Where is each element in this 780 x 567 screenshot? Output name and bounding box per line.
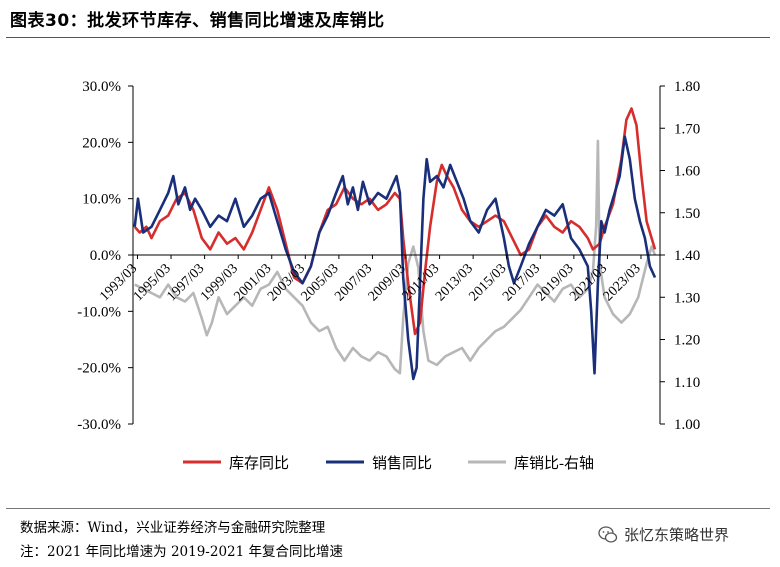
right-tick-label: 1.50 xyxy=(674,206,700,222)
wechat-icon xyxy=(598,525,618,543)
data-source: 数据来源：Wind，兴业证券经济与金融研究院整理 xyxy=(20,520,326,536)
left-tick-label: -10.0% xyxy=(77,304,121,320)
right-tick-label: 1.10 xyxy=(674,375,700,391)
left-axis: 30.0% 20.0% 10.0% 0.0% -10.0% -20.0% -30.0% xyxy=(77,79,134,433)
right-axis: 1.80 1.70 1.60 1.50 1.40 1.30 1.20 1.10 1.00 xyxy=(659,79,700,433)
left-tick-label: 20.0% xyxy=(82,135,121,151)
watermark-text: 张忆东策略世界 xyxy=(624,526,730,544)
footnote: 注：2021 年同比增速为 2019-2021 年复合同比增速 xyxy=(20,544,344,560)
legend-label: 库存同比 xyxy=(229,455,289,472)
left-tick-label: 30.0% xyxy=(82,79,121,95)
right-tick-label: 1.30 xyxy=(674,290,700,306)
x-axis: 1993/031995/031997/031999/032001/032003/… xyxy=(97,254,660,304)
title-rule xyxy=(6,37,770,38)
right-tick-label: 1.20 xyxy=(674,333,700,349)
series-line-0 xyxy=(133,107,657,336)
left-tick-label: 0.0% xyxy=(90,248,121,264)
footer-rule xyxy=(6,508,770,509)
series-layer xyxy=(133,107,657,381)
left-tick-label: 10.0% xyxy=(82,192,121,208)
chart: 30.0% 20.0% 10.0% 0.0% -10.0% -20.0% -30.0% 1.… xyxy=(77,79,700,472)
right-tick-label: 1.70 xyxy=(674,121,700,137)
left-tick-label: -20.0% xyxy=(77,361,121,377)
legend: 库存同比 销售同比 库销比-右轴 xyxy=(183,455,594,472)
legend-label: 销售同比 xyxy=(372,455,432,472)
left-tick-label: -30.0% xyxy=(77,417,121,433)
right-tick-label: 1.80 xyxy=(674,79,700,95)
right-tick-label: 1.40 xyxy=(674,248,700,264)
watermark: 张忆东策略世界 xyxy=(598,524,729,545)
right-tick-label: 1.60 xyxy=(674,164,700,180)
figure-title: 图表30：批发环节库存、销售同比增速及库销比 xyxy=(10,11,385,31)
right-tick-label: 1.00 xyxy=(674,417,700,433)
legend-label: 库销比-右轴 xyxy=(514,455,594,472)
series-line-2 xyxy=(134,139,657,375)
series-line-1 xyxy=(133,135,657,381)
